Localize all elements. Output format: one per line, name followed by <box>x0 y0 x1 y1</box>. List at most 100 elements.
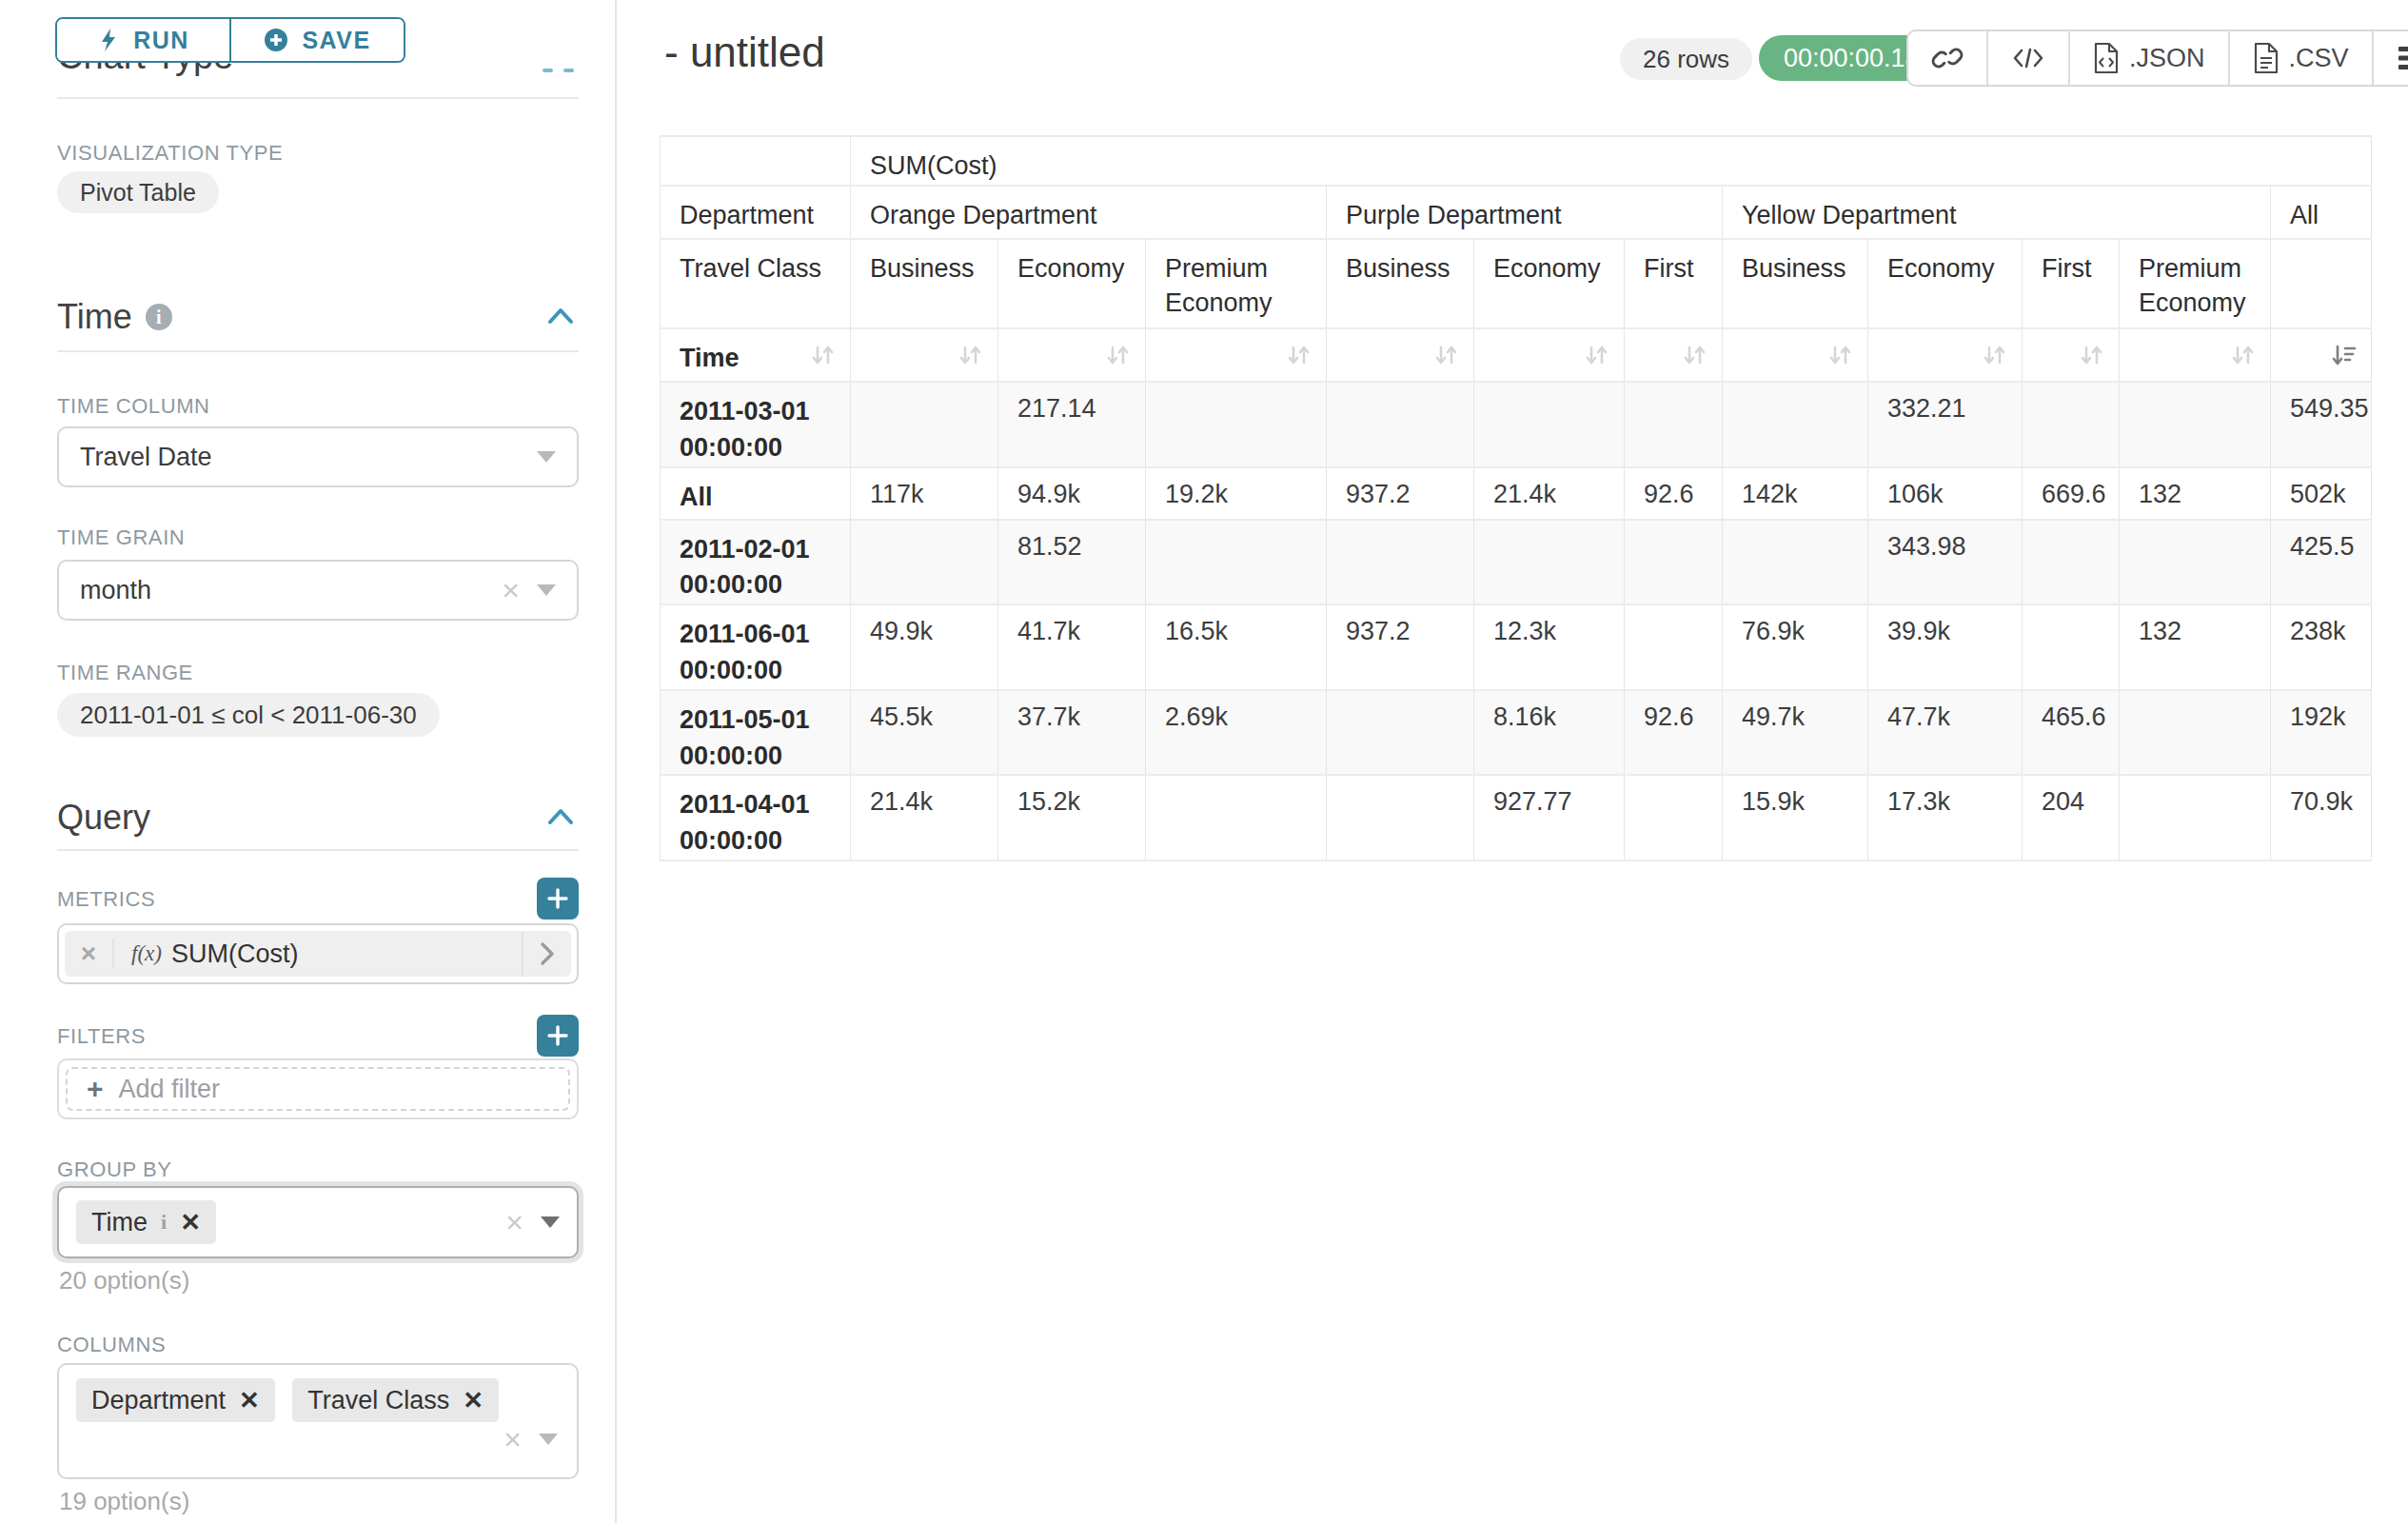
row-header: 2011-05-01 00:00:00 <box>661 690 851 776</box>
cell: 49.9k <box>851 604 998 690</box>
metric-pill[interactable]: × f(x) SUM(Cost) <box>65 931 571 977</box>
cell: 92.6 <box>1625 690 1723 776</box>
cell: 937.2 <box>1327 604 1474 690</box>
save-button[interactable]: SAVE <box>229 19 404 61</box>
plus-icon: + <box>87 1073 104 1105</box>
cell: 76.9k <box>1723 604 1868 690</box>
sort-arrows-icon[interactable] <box>851 328 998 382</box>
cell: 37.7k <box>998 690 1146 776</box>
cell: 16.5k <box>1146 604 1327 690</box>
row-header: All <box>661 467 851 520</box>
sort-arrows-icon[interactable] <box>998 328 1146 382</box>
info-icon: i <box>161 1210 167 1235</box>
time-range-label: TIME RANGE <box>57 661 193 685</box>
add-metric-button[interactable] <box>537 878 579 920</box>
time-column-select[interactable]: Travel Date <box>57 426 579 487</box>
chevron-up-icon[interactable] <box>546 807 575 826</box>
cell: 15.9k <box>1723 775 1868 860</box>
sort-arrows-icon[interactable] <box>1474 328 1625 382</box>
chevron-up-icon[interactable] <box>546 307 575 326</box>
cell: 132 <box>2120 604 2271 690</box>
view-query-button[interactable] <box>1986 31 2068 85</box>
run-save-button-group: RUN SAVE <box>55 17 405 63</box>
clear-icon[interactable]: × <box>503 1424 522 1454</box>
add-filter-dropzone[interactable]: + Add filter <box>66 1067 570 1111</box>
remove-metric-icon[interactable]: × <box>65 939 114 969</box>
sort-descending-icon[interactable] <box>2271 328 2372 382</box>
time-range-pill[interactable]: 2011-01-01 ≤ col < 2011-06-30 <box>57 693 440 737</box>
remove-tag-icon[interactable]: ✕ <box>180 1208 201 1237</box>
time-column-value: Travel Date <box>80 443 212 472</box>
export-json-button[interactable]: .JSON <box>2068 31 2228 85</box>
columns-select[interactable]: Department ✕ Travel Class ✕ × <box>57 1363 579 1479</box>
column-header: First <box>2023 239 2120 328</box>
cell: 39.9k <box>1868 604 2023 690</box>
column-header: Economy <box>998 239 1146 328</box>
sort-arrows-icon[interactable] <box>1868 328 2023 382</box>
column-header <box>2271 239 2372 328</box>
clear-icon[interactable]: × <box>502 575 520 605</box>
cell: 117k <box>851 467 998 520</box>
time-grain-select[interactable]: month × <box>57 560 579 621</box>
json-label: .JSON <box>2129 44 2205 73</box>
file-code-icon <box>2093 42 2120 74</box>
time-column-label: TIME COLUMN <box>57 394 210 419</box>
row-header: 2011-06-01 00:00:00 <box>661 604 851 690</box>
cell: 94.9k <box>998 467 1146 520</box>
time-sort-header[interactable]: Time <box>661 328 851 382</box>
time-grain-value: month <box>80 576 151 605</box>
cell <box>1327 520 1474 605</box>
table-row: 2011-04-01 00:00:0021.4k15.2k927.7715.9k… <box>661 775 2372 860</box>
cell <box>1625 604 1723 690</box>
columns-tag[interactable]: Travel Class ✕ <box>292 1378 499 1422</box>
time-grain-label: TIME GRAIN <box>57 525 185 550</box>
cell <box>2023 604 2120 690</box>
column-group-header: Purple Department <box>1327 186 1723 239</box>
remove-tag-icon[interactable]: ✕ <box>463 1386 484 1415</box>
add-filter-plus-button[interactable] <box>537 1015 579 1057</box>
chevron-right-icon[interactable] <box>522 931 571 977</box>
page-title[interactable]: - untitled <box>664 29 825 76</box>
columns-tag[interactable]: Department ✕ <box>76 1378 275 1422</box>
sort-arrows-icon[interactable] <box>1723 328 1868 382</box>
cell <box>2120 382 2271 467</box>
visualization-type-pill[interactable]: Pivot Table <box>57 171 219 213</box>
cell: 238k <box>2271 604 2372 690</box>
clear-icon[interactable]: × <box>505 1207 523 1237</box>
info-icon[interactable]: i <box>146 304 172 330</box>
table-row: All117k94.9k19.2k937.221.4k92.6142k106k6… <box>661 467 2372 520</box>
query-section-heading: Query <box>57 798 150 838</box>
row-header: 2011-02-01 00:00:00 <box>661 520 851 605</box>
remove-tag-icon[interactable]: ✕ <box>239 1386 260 1415</box>
filters-box: + Add filter <box>57 1058 579 1119</box>
cell: 142k <box>1723 467 1868 520</box>
cell: 19.2k <box>1146 467 1327 520</box>
group-by-tag[interactable]: Time i ✕ <box>76 1200 216 1244</box>
columns-options-count: 19 option(s) <box>59 1487 189 1516</box>
pivot-table: SUM(Cost)DepartmentOrange DepartmentPurp… <box>660 135 2372 861</box>
cell: 425.5 <box>2271 520 2372 605</box>
cell: 8.16k <box>1474 690 1625 776</box>
metric-name: SUM(Cost) <box>171 940 522 969</box>
run-button[interactable]: RUN <box>57 19 229 61</box>
sort-arrows-icon[interactable] <box>2023 328 2120 382</box>
cell <box>1146 382 1327 467</box>
columns-label: COLUMNS <box>57 1333 166 1357</box>
group-by-select[interactable]: Time i ✕ × <box>57 1186 579 1258</box>
menu-button[interactable] <box>2372 31 2408 85</box>
export-csv-button[interactable]: .CSV <box>2228 31 2372 85</box>
share-link-button[interactable] <box>1908 31 1986 85</box>
table-row: 2011-02-01 00:00:0081.52343.98425.5 <box>661 520 2372 605</box>
sort-arrows-icon[interactable] <box>1327 328 1474 382</box>
sort-arrows-icon[interactable] <box>1625 328 1723 382</box>
row-header: 2011-03-01 00:00:00 <box>661 382 851 467</box>
time-section-heading: Time i <box>57 297 172 337</box>
cell: 70.9k <box>2271 775 2372 860</box>
cell <box>2023 520 2120 605</box>
sort-arrows-icon[interactable] <box>2120 328 2271 382</box>
cell <box>1327 775 1474 860</box>
sort-arrows-icon[interactable] <box>808 341 837 375</box>
cell <box>1474 382 1625 467</box>
export-toolbar: .JSON .CSV <box>1906 30 2408 87</box>
sort-arrows-icon[interactable] <box>1146 328 1327 382</box>
